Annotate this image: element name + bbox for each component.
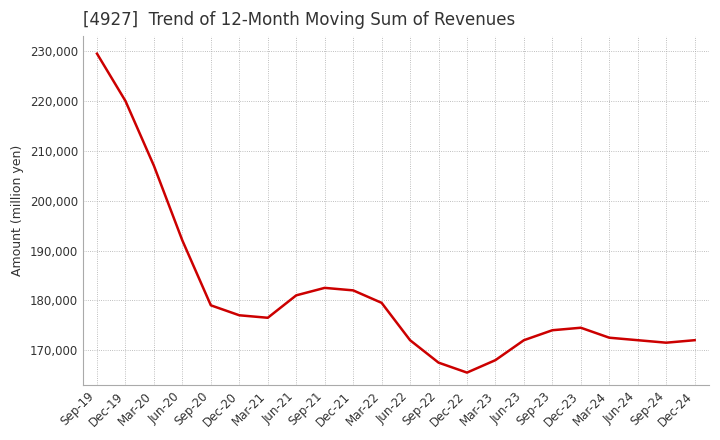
Y-axis label: Amount (million yen): Amount (million yen) [11,145,24,276]
Text: [4927]  Trend of 12-Month Moving Sum of Revenues: [4927] Trend of 12-Month Moving Sum of R… [83,11,515,29]
